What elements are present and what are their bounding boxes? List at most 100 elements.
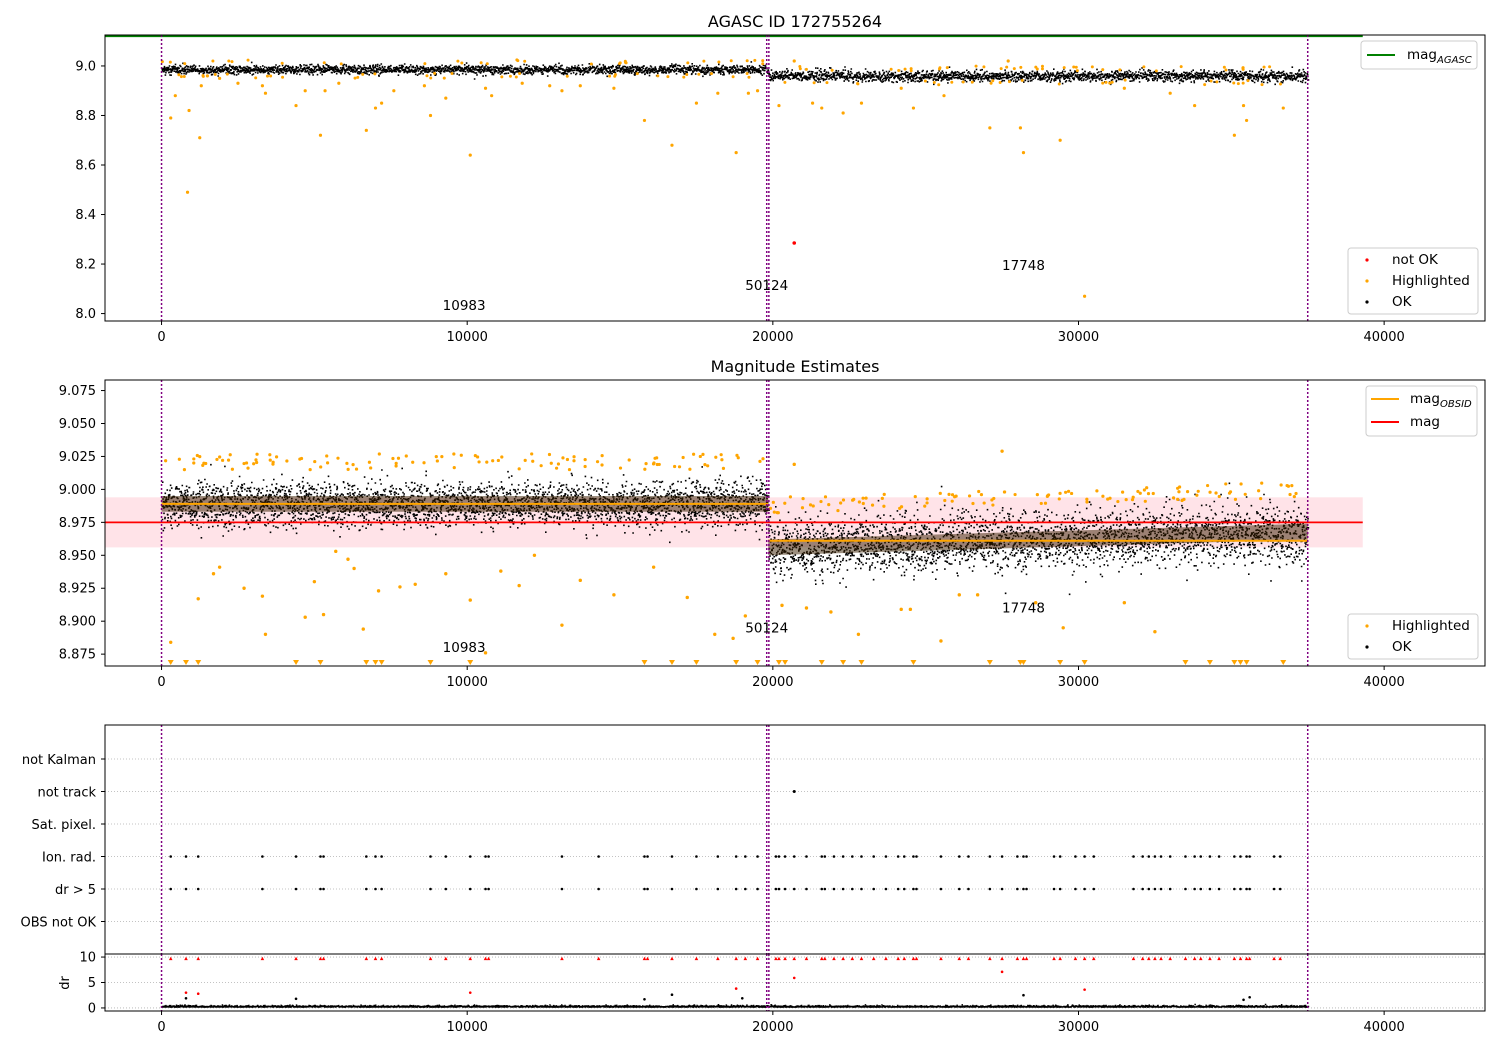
highlighted-point — [325, 461, 330, 465]
clipped-point-marker — [986, 660, 993, 665]
estimates-y-tick-label: 9.050 — [59, 417, 96, 432]
highlighted-point — [1279, 483, 1283, 487]
obsid-label: 17748 — [1002, 258, 1045, 274]
highlighted-point — [1182, 497, 1186, 502]
highlighted-point — [254, 458, 258, 462]
clipped-point-marker — [840, 660, 847, 665]
highlighted-point — [1043, 501, 1048, 505]
clipped-point-marker — [910, 660, 917, 665]
highlighted-point — [422, 461, 426, 465]
highlighted-point — [518, 72, 522, 76]
dr-not-ok-point — [1000, 970, 1004, 974]
flag-point — [1184, 855, 1187, 858]
flag-point — [365, 855, 368, 858]
dr-clipped-marker — [1244, 956, 1249, 961]
highlighted-point — [217, 565, 222, 569]
highlighted-point — [1122, 86, 1126, 90]
highlighted-point — [394, 464, 398, 468]
highlighted-point — [1205, 483, 1210, 488]
flag-point — [1147, 887, 1151, 891]
highlighted-point — [861, 496, 865, 500]
highlighted-point — [1033, 601, 1038, 605]
flag-point — [832, 855, 836, 858]
highlighted-point — [1122, 601, 1127, 605]
flag-point — [774, 855, 778, 858]
highlighted-point — [1260, 481, 1264, 485]
highlighted-point — [361, 627, 365, 631]
highlighted-point — [1095, 489, 1099, 493]
clipped-point-marker — [317, 660, 324, 665]
highlighted-point — [269, 74, 273, 78]
highlighted-point — [686, 61, 690, 65]
highlighted-point — [943, 498, 947, 503]
agasc-point-legend: not OK Highlighted OK — [1347, 247, 1479, 315]
flag-point — [1245, 887, 1248, 891]
highlighted-point — [255, 460, 259, 465]
flag-point — [1083, 855, 1086, 858]
highlighted-point — [242, 461, 246, 466]
highlighted-point — [1138, 491, 1142, 495]
dr-clipped-marker — [966, 956, 971, 961]
estimates-point-legend-box — [1347, 613, 1479, 660]
highlighted-point — [825, 81, 829, 85]
highlighted-point — [991, 79, 995, 83]
dr-clipped-marker — [1073, 956, 1078, 961]
highlighted-point — [547, 452, 552, 457]
obsid-label: 50124 — [745, 278, 788, 294]
dr-clipped-marker — [1153, 956, 1157, 961]
highlighted-point — [539, 464, 543, 468]
highlighted-point — [460, 61, 464, 65]
flag-point — [957, 855, 961, 858]
highlighted-point — [758, 459, 762, 463]
mag-agasc-legend-sub: AGASC — [1436, 55, 1472, 66]
highlighted-point — [1007, 80, 1011, 84]
flag-point — [860, 887, 863, 891]
clipped-point-marker — [182, 660, 189, 665]
mag-obsid-legend-label: magOBSID — [1410, 391, 1472, 410]
dr-clipped-marker — [1217, 956, 1221, 961]
highlighted-point — [260, 84, 265, 88]
highlighted-point — [1034, 65, 1038, 69]
flag-point — [832, 887, 836, 891]
highlighted-point — [491, 459, 495, 463]
highlighted-point — [195, 453, 199, 458]
clipped-point-marker — [754, 660, 761, 665]
highlighted-point — [777, 103, 781, 108]
dr-clipped-marker — [1052, 956, 1056, 961]
highlighted-point — [1215, 80, 1219, 84]
highlighted-point — [1193, 103, 1197, 108]
highlighted-point — [991, 503, 995, 507]
highlighted-point — [468, 598, 472, 602]
highlighted-point — [228, 453, 232, 457]
highlighted-point — [761, 457, 765, 461]
highlighted-point — [612, 593, 616, 597]
flag-point — [374, 887, 377, 891]
highlighted-point — [970, 80, 974, 84]
highlighted-point — [857, 500, 861, 504]
dr-point — [1248, 995, 1251, 999]
estimates-panel-title: Magnitude Estimates — [711, 357, 880, 376]
dr-clipped-marker — [1208, 956, 1212, 961]
flag-point — [1016, 887, 1019, 891]
highlighted-point — [450, 72, 454, 76]
highlighted-point — [681, 455, 685, 460]
flag-point — [939, 855, 943, 858]
highlighted-point — [318, 133, 323, 137]
highlighted-point — [339, 62, 343, 66]
highlighted-point — [903, 67, 907, 71]
mag-obsid-legend-main: mag — [1410, 391, 1440, 407]
highlighted-point — [1294, 491, 1298, 496]
flag-point — [872, 855, 876, 858]
flag-point — [872, 887, 876, 891]
highlighted-point — [1268, 65, 1272, 69]
dr-clipped-marker — [483, 956, 488, 961]
highlighted-point — [211, 59, 215, 63]
highlighted-point — [701, 452, 705, 456]
highlighted-point — [1217, 494, 1221, 499]
highlighted-point — [1085, 500, 1089, 504]
highlighted-point — [889, 67, 893, 71]
highlighted-point — [1083, 294, 1087, 298]
highlighted-point — [870, 503, 875, 507]
highlighted-point — [967, 494, 972, 498]
highlighted-point — [1136, 489, 1140, 494]
